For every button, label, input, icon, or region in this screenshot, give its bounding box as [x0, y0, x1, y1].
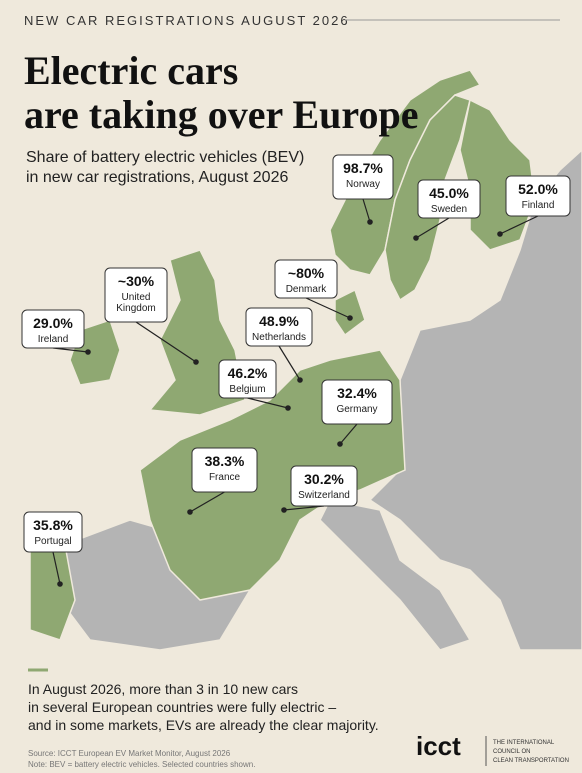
callouts: 98.7% Norway 45.0% Sweden 52.0% Finland ~30% Un… [21, 154, 571, 587]
source: Source: ICCT European EV Market Monitor,… [28, 749, 231, 758]
land-other [368, 148, 582, 651]
callout-name: Portugal [34, 536, 71, 547]
summary: In August 2026, more than 3 in 10 new ca… [28, 681, 298, 697]
leader-line [135, 321, 197, 363]
logo: icct [416, 731, 461, 761]
callout-value: 98.7% [343, 160, 383, 176]
leader-dot [347, 315, 353, 321]
callout-name: Belgium [229, 384, 265, 395]
callout-value: ~80% [288, 265, 325, 281]
callout-box [290, 465, 358, 507]
callout-value: 30.2% [304, 471, 344, 487]
leader-dot [297, 377, 303, 383]
org-name: COUNCIL ON [493, 749, 530, 755]
title: are taking over Europe [24, 92, 418, 137]
callout-value: 29.0% [33, 315, 73, 331]
callout-name: Ireland [38, 334, 69, 345]
callout-name: France [209, 472, 241, 483]
callout-value: 38.3% [205, 453, 245, 469]
note: Note: BEV = battery electric vehicles. S… [28, 760, 255, 769]
leader-line [283, 505, 325, 511]
callout-value: 48.9% [259, 313, 299, 329]
callout-value: 52.0% [518, 181, 558, 197]
summary: and in some markets, EVs are already the… [28, 717, 379, 733]
callout-value: 45.0% [429, 185, 469, 201]
summary: in several European countries were fully… [28, 699, 336, 715]
callout-box [104, 267, 168, 323]
leader-dot [337, 441, 343, 447]
leader-dot [193, 359, 199, 365]
callout-box [332, 154, 394, 200]
callout-name: Germany [336, 404, 377, 415]
callout-box [321, 379, 393, 425]
callout-value: 35.8% [33, 517, 73, 533]
callout-box [191, 447, 258, 493]
callout-box [218, 359, 277, 399]
leader-dot [281, 507, 287, 513]
callout-box [417, 179, 481, 219]
callout-box [505, 175, 571, 217]
leader-dot [497, 231, 503, 237]
leader-dot [57, 581, 63, 587]
callout-name: United Kingdom [116, 292, 155, 314]
kicker: NEW CAR REGISTRATIONS AUGUST 2026 [24, 13, 350, 28]
callout-name: Finland [522, 200, 555, 211]
leader-line [189, 491, 225, 513]
title: Electric cars [24, 48, 238, 93]
leader-dot [367, 219, 373, 225]
callout-box [245, 307, 313, 347]
callout-value: ~30% [118, 273, 155, 289]
subtitle: Share of battery electric vehicles (BEV) [26, 149, 304, 166]
leader-dot [285, 405, 291, 411]
map [29, 69, 582, 651]
leader-line [247, 397, 289, 409]
leader-line [52, 347, 89, 353]
land-highlight [334, 288, 366, 337]
callout-value: 46.2% [228, 365, 268, 381]
leader-line [362, 198, 371, 223]
callout-box [274, 259, 338, 299]
leader-line [499, 215, 539, 235]
callout-name: Denmark [286, 284, 328, 295]
leader-line [305, 297, 351, 319]
leader-line [415, 217, 450, 239]
org-name: THE INTERNATIONAL [493, 740, 555, 746]
land-other [319, 499, 472, 651]
leader-dot [413, 235, 419, 241]
org-name: CLEAN TRANSPORTATION [493, 758, 569, 764]
callout-name: Sweden [431, 204, 467, 215]
leader-dot [85, 349, 91, 355]
callout-value: 32.4% [337, 385, 377, 401]
leader-line [278, 345, 301, 381]
callout-box [23, 511, 83, 553]
subtitle: in new car registrations, August 2026 [26, 169, 288, 186]
callout-name: Switzerland [298, 490, 350, 501]
callout-name: Norway [346, 179, 380, 190]
leader-line [339, 423, 358, 445]
leader-line [52, 551, 61, 585]
callout-name: Netherlands [252, 332, 306, 343]
leader-dot [187, 509, 193, 515]
callout-box [21, 309, 85, 349]
